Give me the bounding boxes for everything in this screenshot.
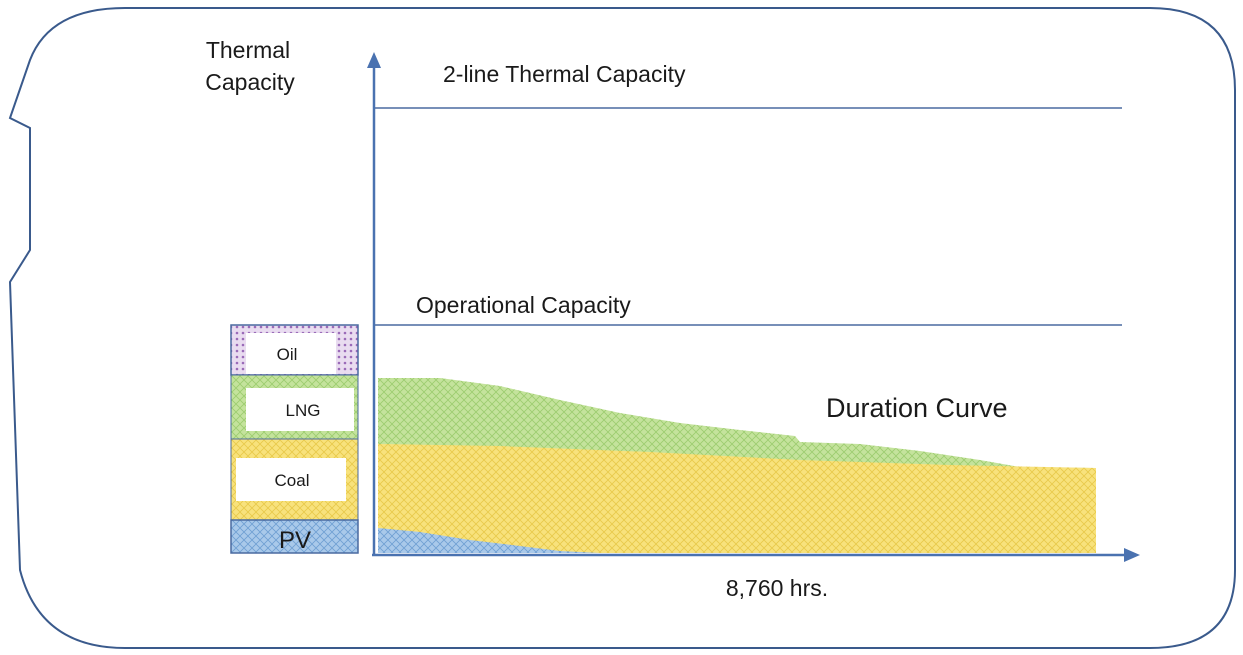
y-axis-label-line1: Thermal: [206, 37, 290, 63]
coal-label-box: [236, 458, 346, 501]
y-axis-arrow: [367, 52, 381, 68]
duration-curve-label: Duration Curve: [826, 393, 1008, 423]
lng-label: LNG: [286, 401, 321, 420]
x-axis-label: 8,760 hrs.: [726, 575, 828, 601]
pv-area: [378, 528, 600, 553]
pv-label: PV: [279, 527, 311, 554]
lng-label-box: [246, 388, 354, 431]
fuel-stack-bar: Oil LNG Coal PV: [230, 324, 359, 554]
callout-frame: [8, 7, 1236, 649]
two-line-capacity-label: 2-line Thermal Capacity: [443, 61, 686, 87]
y-axis-label-line2: Capacity: [205, 69, 295, 95]
operational-capacity-label: Operational Capacity: [416, 292, 631, 318]
coal-area: [378, 444, 1096, 553]
coal-label: Coal: [275, 471, 310, 490]
x-axis-arrow: [1124, 548, 1140, 562]
pv-segment: [230, 519, 359, 554]
oil-label: Oil: [277, 345, 298, 364]
oil-label-box: [246, 333, 336, 374]
